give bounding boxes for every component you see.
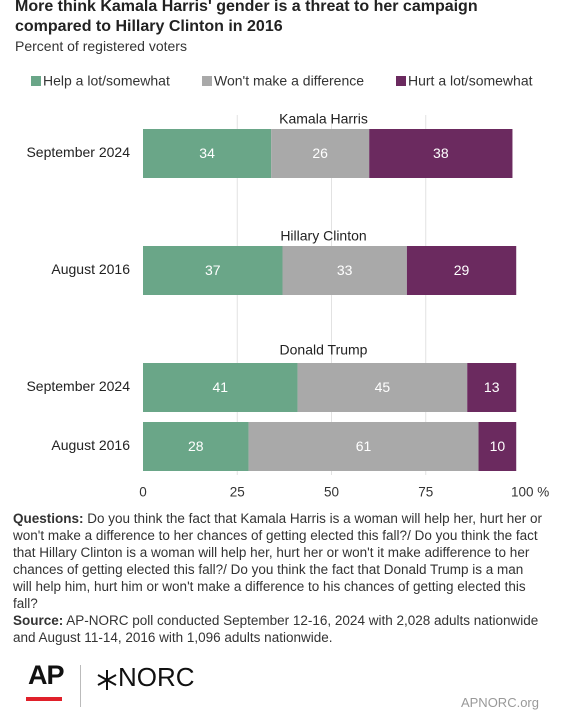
legend-swatch — [31, 76, 41, 86]
bar-segment — [143, 129, 272, 178]
legend-label: Help a lot/somewhat — [43, 73, 170, 89]
legend-swatch — [202, 76, 212, 86]
group-label: Kamala Harris — [279, 111, 368, 127]
x-tick-label: 0 — [139, 485, 147, 500]
bar-segment — [143, 363, 298, 412]
data-label: 34 — [199, 145, 215, 161]
data-label: 45 — [375, 379, 391, 395]
data-label: 41 — [212, 379, 228, 395]
legend-swatch — [396, 76, 406, 86]
data-label: 33 — [337, 262, 353, 278]
data-label: 38 — [433, 145, 449, 161]
norc-symbol-lines — [97, 670, 117, 690]
bar-segment — [467, 363, 517, 412]
y-tick-label: August 2016 — [51, 437, 130, 453]
bar-segment — [478, 422, 517, 471]
norc-logo: NORC — [118, 662, 195, 692]
x-tick-label: 25 — [230, 485, 245, 500]
data-label: 61 — [356, 438, 372, 454]
bar-segment — [369, 129, 513, 178]
notes: Questions: Do you think the fact that Ka… — [13, 510, 543, 646]
chart-title: More think Kamala Harris' gender is a th… — [15, 0, 478, 35]
data-label: 10 — [490, 438, 506, 454]
data-label: 37 — [205, 262, 221, 278]
questions-label: Questions: — [13, 511, 84, 526]
data-label: 28 — [188, 438, 204, 454]
bar-segment — [282, 246, 407, 295]
source-label: Source: — [13, 613, 64, 628]
y-tick-label: September 2024 — [26, 144, 130, 160]
footer-url: APNORC.org — [460, 695, 539, 710]
source-text: AP-NORC poll conducted September 12-16, … — [13, 613, 539, 645]
bar-segment — [297, 363, 468, 412]
x-tick-label: 50 — [324, 485, 339, 500]
group-label: Donald Trump — [280, 342, 368, 358]
logo-divider — [80, 665, 81, 707]
chart-subtitle: Percent of registered voters — [15, 38, 187, 54]
y-tick-label: September 2024 — [26, 378, 130, 394]
bar-segment — [143, 422, 249, 471]
y-tick-label: August 2016 — [51, 261, 130, 277]
norc-symbol — [97, 670, 117, 690]
legend-label: Hurt a lot/somewhat — [408, 73, 533, 89]
group-label: Hillary Clinton — [280, 228, 366, 244]
ap-logo-bar — [26, 697, 62, 701]
bar-segment — [271, 129, 370, 178]
data-label: 26 — [312, 145, 328, 161]
bar-segment — [406, 246, 517, 295]
data-label: 29 — [454, 262, 470, 278]
bar-segment — [248, 422, 479, 471]
ap-logo: AP — [28, 660, 65, 690]
x-tick-label: 100 % — [511, 485, 549, 500]
questions-text: Do you think the fact that Kamala Harris… — [13, 511, 542, 611]
chart: Help a lot/somewhat Won't make a differen… — [26, 73, 549, 500]
legend-label: Won't make a difference — [214, 73, 364, 89]
data-label: 13 — [484, 379, 500, 395]
bar-segment — [143, 246, 283, 295]
x-tick-label: 75 — [418, 485, 433, 500]
